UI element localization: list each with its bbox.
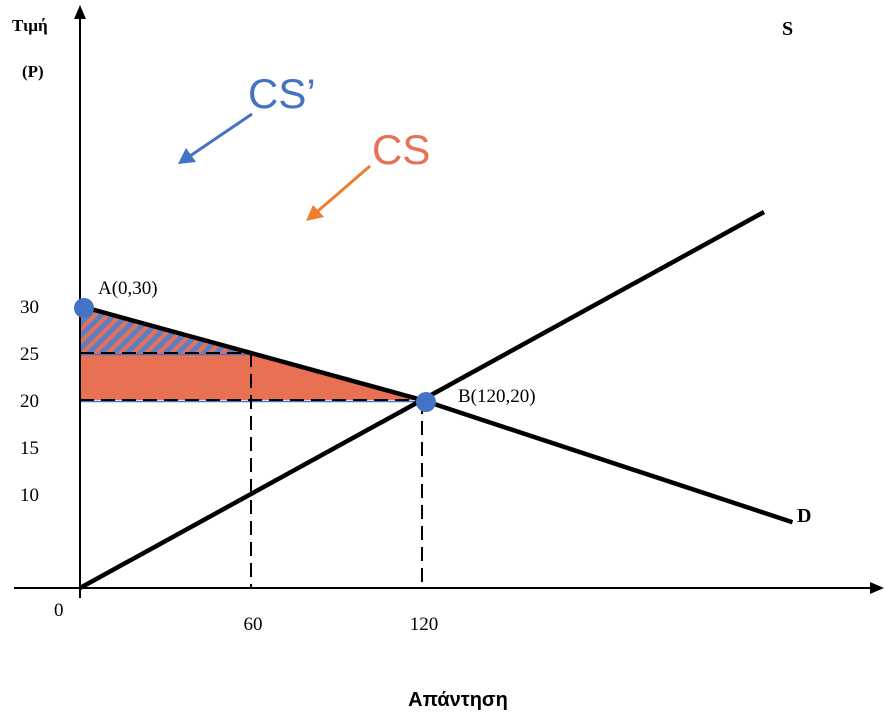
cs-prime-arrow (189, 112, 253, 158)
cs-arrowhead (306, 205, 324, 221)
cs-arrow (317, 164, 371, 213)
point-b-label: B(120,20) (458, 386, 536, 407)
y-tick-label: 30 (20, 297, 39, 318)
y-axis-arrowhead (74, 5, 86, 19)
x-tick-label: 120 (410, 614, 439, 635)
y-tick-label: 25 (20, 344, 39, 365)
x-axis-arrowhead (870, 582, 884, 594)
y-tick-label: 10 (20, 485, 39, 506)
cs-prime-arrowhead (178, 148, 196, 164)
point-a-marker (74, 298, 94, 318)
supply-curve-label: S (782, 18, 793, 40)
origin-label: 0 (54, 600, 64, 621)
x-tick-label: 60 (244, 614, 263, 635)
chart-caption: Απάντηση (408, 689, 508, 711)
cs-label: CS (372, 126, 430, 173)
y-axis-unit-label: (P) (22, 62, 44, 81)
demand-curve-label: D (797, 505, 811, 527)
y-axis-label: Τιμή (12, 16, 48, 35)
point-a-label: A(0,30) (98, 278, 158, 299)
point-b-marker (416, 392, 436, 412)
y-tick-label: 20 (20, 391, 39, 412)
cs-prime-label: CS’ (248, 70, 316, 117)
y-tick-label: 15 (20, 438, 39, 459)
